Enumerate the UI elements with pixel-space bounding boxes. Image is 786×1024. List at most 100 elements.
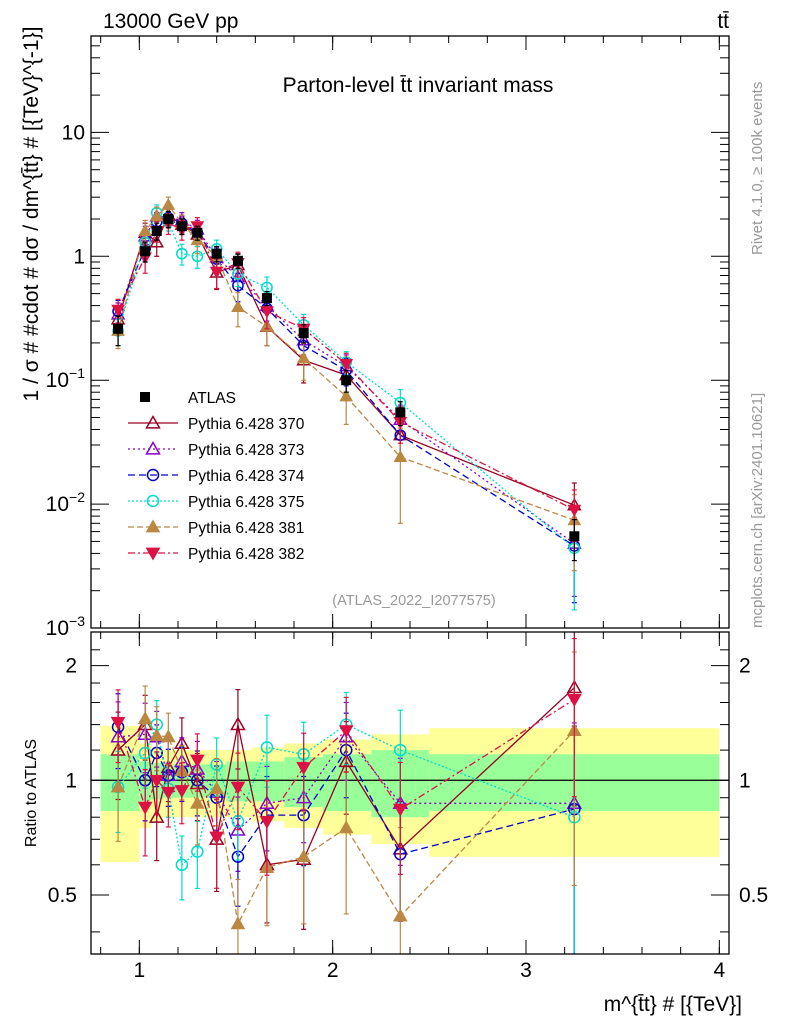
legend-marker-1 [145, 440, 161, 455]
series-0-point-2 [149, 234, 165, 248]
series-5-point-0 [111, 304, 125, 317]
legend-label-5: Pythia 6.428 382 [188, 546, 304, 563]
ratio-xlabel: m^{t̄t} # [{TeV}] [604, 993, 742, 1016]
series-3-point-4 [176, 247, 188, 260]
header-process-label: tt̄ [717, 10, 729, 33]
series-4-point-10 [339, 389, 354, 402]
atlas-point-8 [261, 293, 272, 304]
ratio-5-point-1 [137, 801, 153, 815]
series-4-point-9 [296, 351, 311, 364]
ratio-xtick-label-3: 4 [713, 959, 725, 982]
ratio-5-point-2 [149, 774, 165, 788]
ratio-4-point-1 [137, 711, 153, 725]
ratio-4-point-5 [189, 795, 205, 809]
legend-entry-4: Pythia 6.428 381 [128, 519, 304, 537]
series-4-point-11 [393, 449, 408, 462]
atlas-point-4 [176, 221, 187, 232]
ratio-5-point-5 [189, 754, 205, 768]
rivet-version-note: Rivet 4.1.0, ≥ 100k events [749, 82, 766, 255]
series-5-point-10 [339, 359, 354, 372]
main-frame [90, 35, 730, 629]
ratio-ylabel: Ratio to ATLAS [23, 739, 40, 847]
legend-marker-2 [146, 468, 160, 482]
atlas-point-6 [211, 248, 222, 259]
ratio-4-point-7 [230, 916, 246, 930]
ratio-3-point-11 [394, 743, 407, 757]
ratio-4-point-11 [392, 908, 408, 922]
legend: ATLAS Pythia 6.428 370 Pythia 6.428 373 Pyt… [128, 390, 305, 563]
legend-entry-5: Pythia 6.428 382 [128, 546, 304, 563]
atlas-point-3 [163, 214, 174, 225]
ratio-ticks: 0.5 0.5 1 1 2 2 1 2 3 4 [48, 632, 768, 982]
ratio-xtick-label-0: 1 [133, 959, 145, 982]
atlas-point-10 [341, 375, 352, 386]
ratio-3-point-4 [175, 858, 189, 872]
main-panel: 10−3 10−2 10−1 1 10 Parton-level t̄t invaria… [20, 27, 730, 640]
legend-label-2: Pythia 6.428 374 [188, 468, 305, 485]
legend-marker-5 [145, 547, 161, 561]
ratio-4-point-0 [110, 779, 126, 793]
ratio-xtick-label-1: 2 [327, 959, 339, 982]
main-ytick-label-1: 10−2 [46, 489, 86, 516]
legend-label-3: Pythia 6.428 375 [188, 494, 304, 511]
ratio-4-point-3 [160, 729, 176, 743]
ratio-5-point-6 [209, 831, 225, 845]
ratio-ytick-label-right-2: 2 [739, 655, 751, 678]
atlas-data-layer [113, 210, 580, 562]
ratio-4-point-2 [149, 728, 165, 741]
series-5-point-12 [567, 504, 582, 517]
atlas-point-12 [569, 531, 580, 542]
ratio-5-point-3 [160, 786, 176, 800]
series-4-point-7 [231, 299, 245, 312]
ratio-series-layer [110, 632, 583, 954]
atlas-point-9 [298, 328, 309, 339]
legend-entry-2: Pythia 6.428 374 [128, 468, 305, 485]
main-ylabel: 1 / σ # #cdot # dσ / dm^{t̄t} # [{TeV}^{… [20, 27, 43, 402]
ratio-5-point-11 [392, 803, 408, 817]
main-plot-title: Parton-level t̄t invariant mass [283, 74, 554, 97]
legend-atlas-label: ATLAS [188, 390, 236, 407]
legend-atlas-marker [140, 392, 150, 402]
legend-label-4: Pythia 6.428 381 [188, 520, 304, 537]
atlas-point-2 [151, 226, 162, 237]
mcplots-note: mcplots.cern.ch [arXiv:2401.10621] [749, 393, 766, 628]
legend-marker-4 [145, 519, 161, 533]
ratio-5-point-8 [259, 816, 275, 829]
legend-marker-3 [146, 494, 160, 508]
atlas-point-0 [113, 323, 124, 334]
main-ytick-label-4: 10 [62, 121, 85, 144]
main-series-layer [110, 196, 582, 611]
atlas-point-7 [232, 255, 243, 266]
ratio-4-point-6 [209, 781, 225, 795]
legend-entry-3: Pythia 6.428 375 [128, 494, 304, 511]
legend-entry-0: Pythia 6.428 370 [128, 414, 305, 433]
atlas-point-11 [395, 407, 406, 418]
series-4-point-1 [138, 224, 152, 237]
series-5-point-6 [209, 266, 224, 279]
main-ytick-label-2: 10−1 [46, 365, 86, 392]
ratio-5-point-9 [296, 762, 312, 776]
ratio-5-point-12 [566, 694, 582, 707]
series-5-point-8 [260, 306, 274, 319]
main-ytick-label-0: 10−3 [46, 613, 86, 640]
series-4-point-3 [161, 197, 176, 210]
ratio-ytick-label-right-0: 0.5 [739, 884, 768, 907]
ratio-4-point-9 [296, 849, 312, 863]
ratio-series-5 [110, 637, 582, 889]
ratio-4-point-10 [338, 820, 354, 834]
legend-label-1: Pythia 6.428 373 [188, 442, 304, 459]
series-4-point-2 [149, 209, 164, 222]
ratio-5-point-0 [110, 716, 126, 730]
header-energy-label: 13000 GeV pp [103, 10, 238, 33]
ratio-3-point-8 [260, 741, 274, 754]
ratio-xtick-label-2: 3 [520, 959, 532, 982]
analysis-tag: (ATLAS_2022_I2077575) [332, 593, 495, 609]
ratio-5-point-4 [174, 785, 190, 799]
ratio-ytick-label-2: 2 [65, 655, 77, 678]
main-yticks: 10−3 10−2 10−1 1 10 [46, 35, 729, 640]
ratio-5-point-10 [338, 725, 354, 739]
ratio-panel: 0.5 0.5 1 1 2 2 1 2 3 4 Ratio to ATLAS m^{t̄t} # … [23, 631, 768, 1016]
ratio-0-point-7 [230, 716, 246, 731]
ratio-frame [90, 631, 730, 955]
